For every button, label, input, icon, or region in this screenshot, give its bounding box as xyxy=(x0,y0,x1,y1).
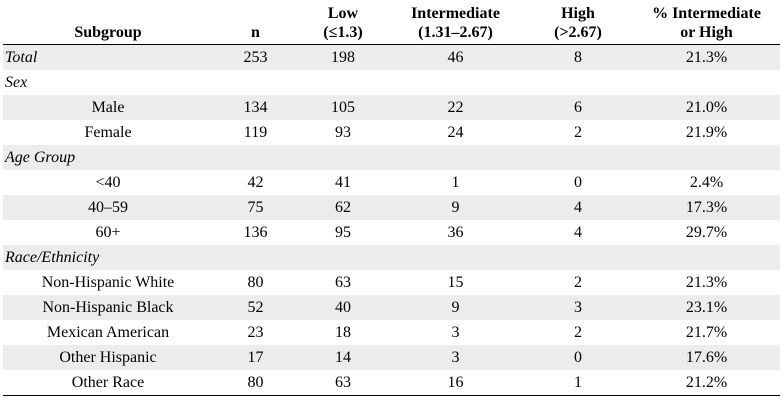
cell-pct: 21.3% xyxy=(685,274,728,291)
cell-high: 2 xyxy=(574,124,582,141)
table-row: Non-Hispanic White 80 63 15 2 21.3% xyxy=(3,270,780,295)
cell-low: 18 xyxy=(335,324,351,341)
cell-low: 105 xyxy=(298,95,388,120)
cell-low: 63 xyxy=(335,274,351,291)
table-row: Other Hispanic 17 14 3 0 17.6% xyxy=(3,345,780,370)
row-label: 60+ xyxy=(95,224,121,241)
cell-pct: 21.0% xyxy=(633,95,780,120)
header-intermediate: Intermediate (1.31–2.67) xyxy=(388,0,523,45)
subgroup-table: Subgroup n Low (≤1.3) Intermediate (1.31–2… xyxy=(3,0,780,396)
cell-intermediate: 3 xyxy=(451,324,460,341)
cell-n: 134 xyxy=(213,95,298,120)
cell-n: 52 xyxy=(213,295,298,320)
cell-high: 4 xyxy=(574,224,582,241)
row-label: Non-Hispanic White xyxy=(41,274,175,291)
table-row-total: Total 253 198 46 8 21.3% xyxy=(3,44,780,70)
header-pct: % Intermediate or High xyxy=(633,0,780,45)
cell-pct: 17.3% xyxy=(633,195,780,220)
cell-high: 0 xyxy=(523,345,633,370)
cell-n: 23 xyxy=(247,324,264,341)
cell-n: 75 xyxy=(213,195,298,220)
cell-intermediate: 3 xyxy=(388,345,523,370)
header-low: Low (≤1.3) xyxy=(298,0,388,45)
cell-n: 119 xyxy=(243,124,268,141)
cell-n: 17 xyxy=(213,345,298,370)
cell-intermediate: 24 xyxy=(447,124,464,141)
row-label: 40–59 xyxy=(3,195,213,220)
cell-intermediate: 9 xyxy=(388,195,523,220)
section-row-race: Race/Ethnicity xyxy=(3,245,780,270)
cell-low: 62 xyxy=(298,195,388,220)
cell-high: 1 xyxy=(523,370,633,396)
cell-pct: 17.6% xyxy=(633,345,780,370)
cell-low: 40 xyxy=(298,295,388,320)
cell-n: 80 xyxy=(247,274,264,291)
table-row: Mexican American 23 18 3 2 21.7% xyxy=(3,320,780,345)
row-label: Other Race xyxy=(3,370,213,396)
cell-low: 95 xyxy=(335,224,351,241)
table-row: Male 134 105 22 6 21.0% xyxy=(3,95,780,120)
cell-low: 63 xyxy=(298,370,388,396)
cell-high: 2 xyxy=(574,274,582,291)
cell-low: 14 xyxy=(298,345,388,370)
header-subgroup: Subgroup xyxy=(3,0,213,45)
cell-pct: 21.3% xyxy=(633,44,780,70)
table-body: Total 253 198 46 8 21.3% Sex Male 134 10… xyxy=(3,44,780,396)
table-row: Other Race 80 63 16 1 21.2% xyxy=(3,370,780,396)
cell-pct: 21.2% xyxy=(633,370,780,396)
cell-intermediate: 46 xyxy=(388,44,523,70)
row-label: <40 xyxy=(95,174,121,191)
cell-intermediate: 36 xyxy=(447,224,464,241)
table-row: <40 42 41 1 0 2.4% xyxy=(3,170,780,195)
table-header: Subgroup n Low (≤1.3) Intermediate (1.31–2… xyxy=(3,0,780,45)
section-row-sex: Sex xyxy=(3,70,780,95)
table-row: Female 119 93 24 2 21.9% xyxy=(3,120,780,145)
cell-intermediate: 1 xyxy=(451,174,460,191)
cell-intermediate: 9 xyxy=(388,295,523,320)
row-label: Female xyxy=(84,124,132,141)
cell-n: 253 xyxy=(213,44,298,70)
cell-pct: 21.7% xyxy=(685,324,728,341)
header-n: n xyxy=(213,0,298,45)
cell-high: 4 xyxy=(523,195,633,220)
cell-low: 198 xyxy=(298,44,388,70)
row-label: Male xyxy=(3,95,213,120)
cell-pct: 21.9% xyxy=(685,124,728,141)
section-label: Sex xyxy=(5,74,28,91)
cell-pct: 23.1% xyxy=(633,295,780,320)
header-high: High (>2.67) xyxy=(523,0,633,45)
cell-pct: 29.7% xyxy=(685,224,728,241)
table-row: Non-Hispanic Black 52 40 9 3 23.1% xyxy=(3,295,780,320)
cell-intermediate: 16 xyxy=(388,370,523,396)
section-row-age: Age Group xyxy=(3,145,780,170)
row-label: Non-Hispanic Black xyxy=(3,295,213,320)
cell-n: 136 xyxy=(243,224,268,241)
table-row: 60+ 136 95 36 4 29.7% xyxy=(3,220,780,245)
header-row: Subgroup n Low (≤1.3) Intermediate (1.31–2… xyxy=(3,0,780,45)
cell-high: 6 xyxy=(523,95,633,120)
row-label: Other Hispanic xyxy=(3,345,213,370)
cell-high: 8 xyxy=(523,44,633,70)
cell-high: 3 xyxy=(523,295,633,320)
row-label: Mexican American xyxy=(46,324,170,341)
cell-pct: 2.4% xyxy=(689,174,724,191)
section-label: Race/Ethnicity xyxy=(3,245,213,270)
table-row: 40–59 75 62 9 4 17.3% xyxy=(3,195,780,220)
cell-low: 93 xyxy=(335,124,351,141)
row-label: Total xyxy=(3,44,213,70)
cell-low: 41 xyxy=(335,174,351,191)
cell-intermediate: 22 xyxy=(388,95,523,120)
cell-high: 0 xyxy=(574,174,582,191)
cell-high: 2 xyxy=(574,324,582,341)
cell-n: 80 xyxy=(213,370,298,396)
cell-n: 42 xyxy=(247,174,264,191)
section-label: Age Group xyxy=(3,145,213,170)
cell-intermediate: 15 xyxy=(447,274,464,291)
